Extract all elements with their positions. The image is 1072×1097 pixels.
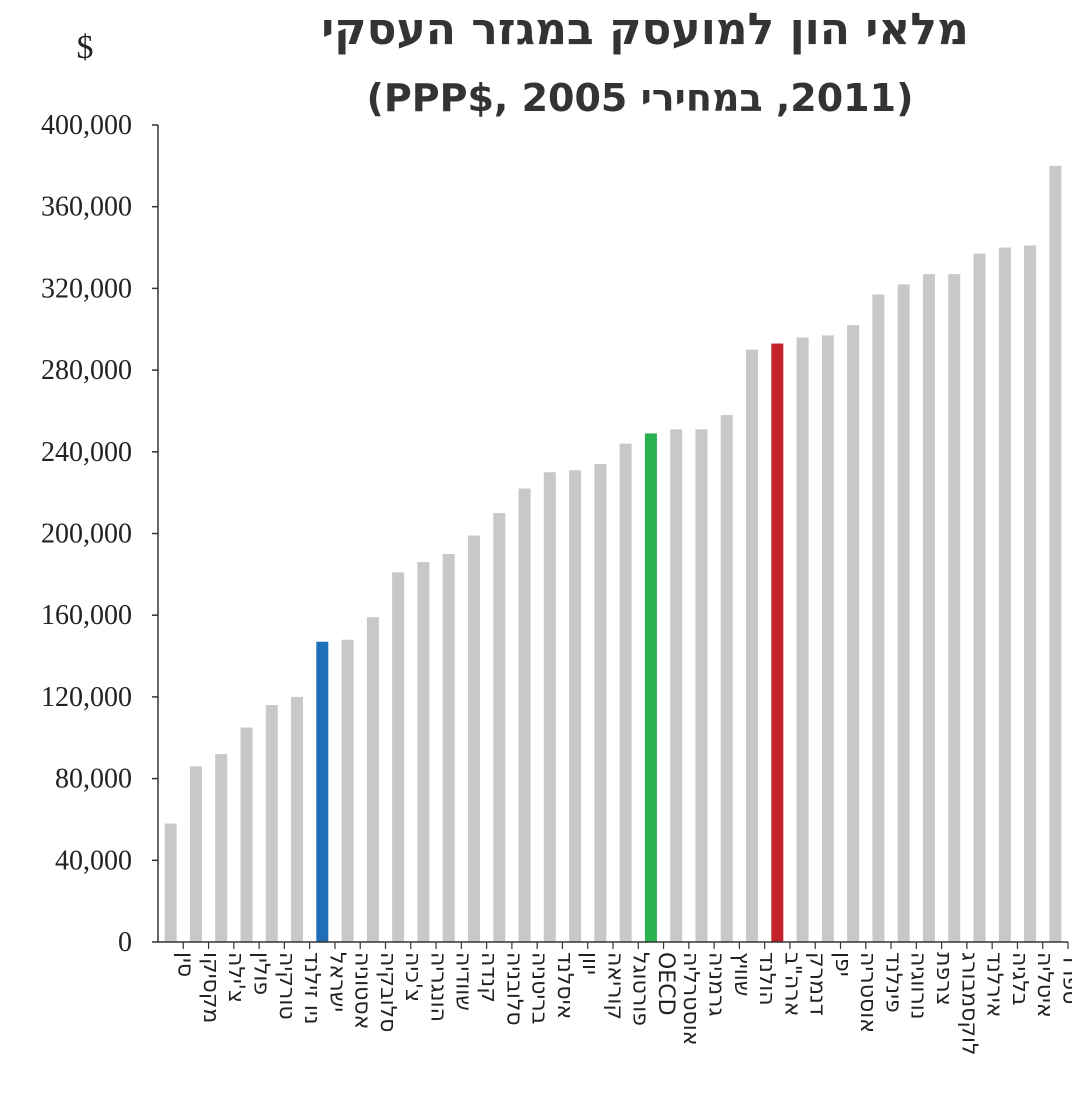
bar xyxy=(973,253,986,943)
x-tick-label: OECD xyxy=(653,952,678,1016)
bar xyxy=(493,513,506,942)
bar xyxy=(796,337,809,942)
y-tick-label: 400,000 xyxy=(41,110,132,141)
x-tick-label: קוריאה xyxy=(602,952,627,1020)
bar xyxy=(215,754,228,942)
x-tick-label: מקסיקו xyxy=(198,952,223,1023)
x-tick-label: איטליה xyxy=(1032,952,1057,1018)
x-axis: סין מקסיקו צ'ילה פולין טורקיה ניו זילנד ישראל א… xyxy=(158,941,1072,1056)
bar xyxy=(164,823,177,942)
bar xyxy=(720,415,733,942)
bar xyxy=(1049,165,1062,943)
bar xyxy=(1024,245,1037,942)
x-tick-label: פינלנד xyxy=(880,952,905,1013)
y-tick-label: 120,000 xyxy=(41,682,132,713)
bar xyxy=(670,429,683,942)
y-tick-label: 280,000 xyxy=(41,355,132,386)
bar xyxy=(467,535,480,942)
y-axis: 0 40,000 80,000 120,000 160,000 200,000 240,00… xyxy=(41,110,159,958)
y-tick-label: 80,000 xyxy=(55,764,132,795)
x-tick-label: קנדה xyxy=(476,952,501,1003)
bar xyxy=(619,443,632,942)
y-tick-label: 0 xyxy=(118,927,132,958)
bar xyxy=(442,553,455,942)
bar xyxy=(543,472,556,942)
bar xyxy=(392,572,405,942)
x-tick-label: סלובקיה xyxy=(375,952,400,1032)
bars xyxy=(164,165,1062,943)
bar xyxy=(897,284,910,942)
chart-subtitle: (2011, במחירי 2005 ,$PPP) xyxy=(367,76,914,120)
x-tick-label: בלגיה xyxy=(1007,952,1032,1006)
bar xyxy=(872,294,885,943)
bar xyxy=(291,696,304,942)
bar xyxy=(316,641,329,942)
bar xyxy=(518,488,531,942)
x-tick-label: יפן xyxy=(830,952,855,977)
bar xyxy=(771,343,784,942)
x-tick-label: סין xyxy=(173,952,198,977)
bar xyxy=(366,617,379,942)
x-tick-label: סלובניה xyxy=(501,952,526,1026)
x-tick-label: פורטוגל xyxy=(628,952,653,1026)
x-tick-label: צרפת xyxy=(931,952,956,1006)
x-tick-label: אוסטרליה xyxy=(678,952,703,1045)
x-tick-label: טורקיה xyxy=(274,952,299,1020)
bar xyxy=(998,247,1011,943)
x-tick-label: בריטניה xyxy=(527,952,552,1024)
x-tick-label: אירלנד xyxy=(982,952,1007,1017)
bar xyxy=(569,470,582,942)
x-tick-label: הולנד xyxy=(754,952,779,1006)
y-tick-label: 200,000 xyxy=(41,519,132,550)
bar xyxy=(240,727,253,942)
x-tick-label: אסטוניה xyxy=(350,952,375,1029)
y-tick-label: 160,000 xyxy=(41,600,132,631)
bar xyxy=(695,429,708,942)
bar xyxy=(341,639,354,942)
x-tick-label: צ'כיה xyxy=(400,952,425,1002)
y-tick-label: 240,000 xyxy=(41,437,132,468)
x-tick-label: ספרד xyxy=(1057,952,1072,1004)
y-tick-label: 360,000 xyxy=(41,192,132,223)
x-tick-label: דנמרק xyxy=(805,952,830,1016)
bar xyxy=(922,274,935,942)
x-tick-label: נורווגיה xyxy=(906,952,931,1020)
x-tick-label: ארה"ב xyxy=(779,952,804,1016)
bar xyxy=(948,274,961,942)
y-tick-label: 40,000 xyxy=(55,845,132,876)
x-tick-label: הונגריה xyxy=(425,952,450,1022)
y-tick-label: 320,000 xyxy=(41,273,132,304)
x-tick-label: אוסטריה xyxy=(855,952,880,1033)
x-tick-label: שוויץ xyxy=(729,952,754,996)
bar xyxy=(847,325,860,942)
x-tick-label: גרמניה xyxy=(703,952,728,1017)
bar xyxy=(189,766,202,942)
bar xyxy=(746,349,759,942)
bar xyxy=(644,433,657,942)
bar xyxy=(417,562,430,942)
bar xyxy=(821,335,834,942)
x-tick-label: יוון xyxy=(577,952,602,975)
bar xyxy=(265,705,278,942)
x-tick-label: ניו זילנד xyxy=(299,952,324,1025)
x-tick-label: ישראל xyxy=(324,952,349,1012)
x-tick-label: איסלנד xyxy=(552,952,577,1019)
x-tick-label: לוקסמבורג xyxy=(956,952,981,1056)
bar xyxy=(594,464,607,942)
y-axis-unit-label: $ xyxy=(77,29,94,66)
x-tick-label: שוודיה xyxy=(451,952,476,1011)
x-tick-label: צ'ילה xyxy=(223,952,248,1003)
chart-title: מלאי הון למועסק במגזר העסקי xyxy=(321,4,969,55)
x-tick-label: פולין xyxy=(248,952,273,995)
